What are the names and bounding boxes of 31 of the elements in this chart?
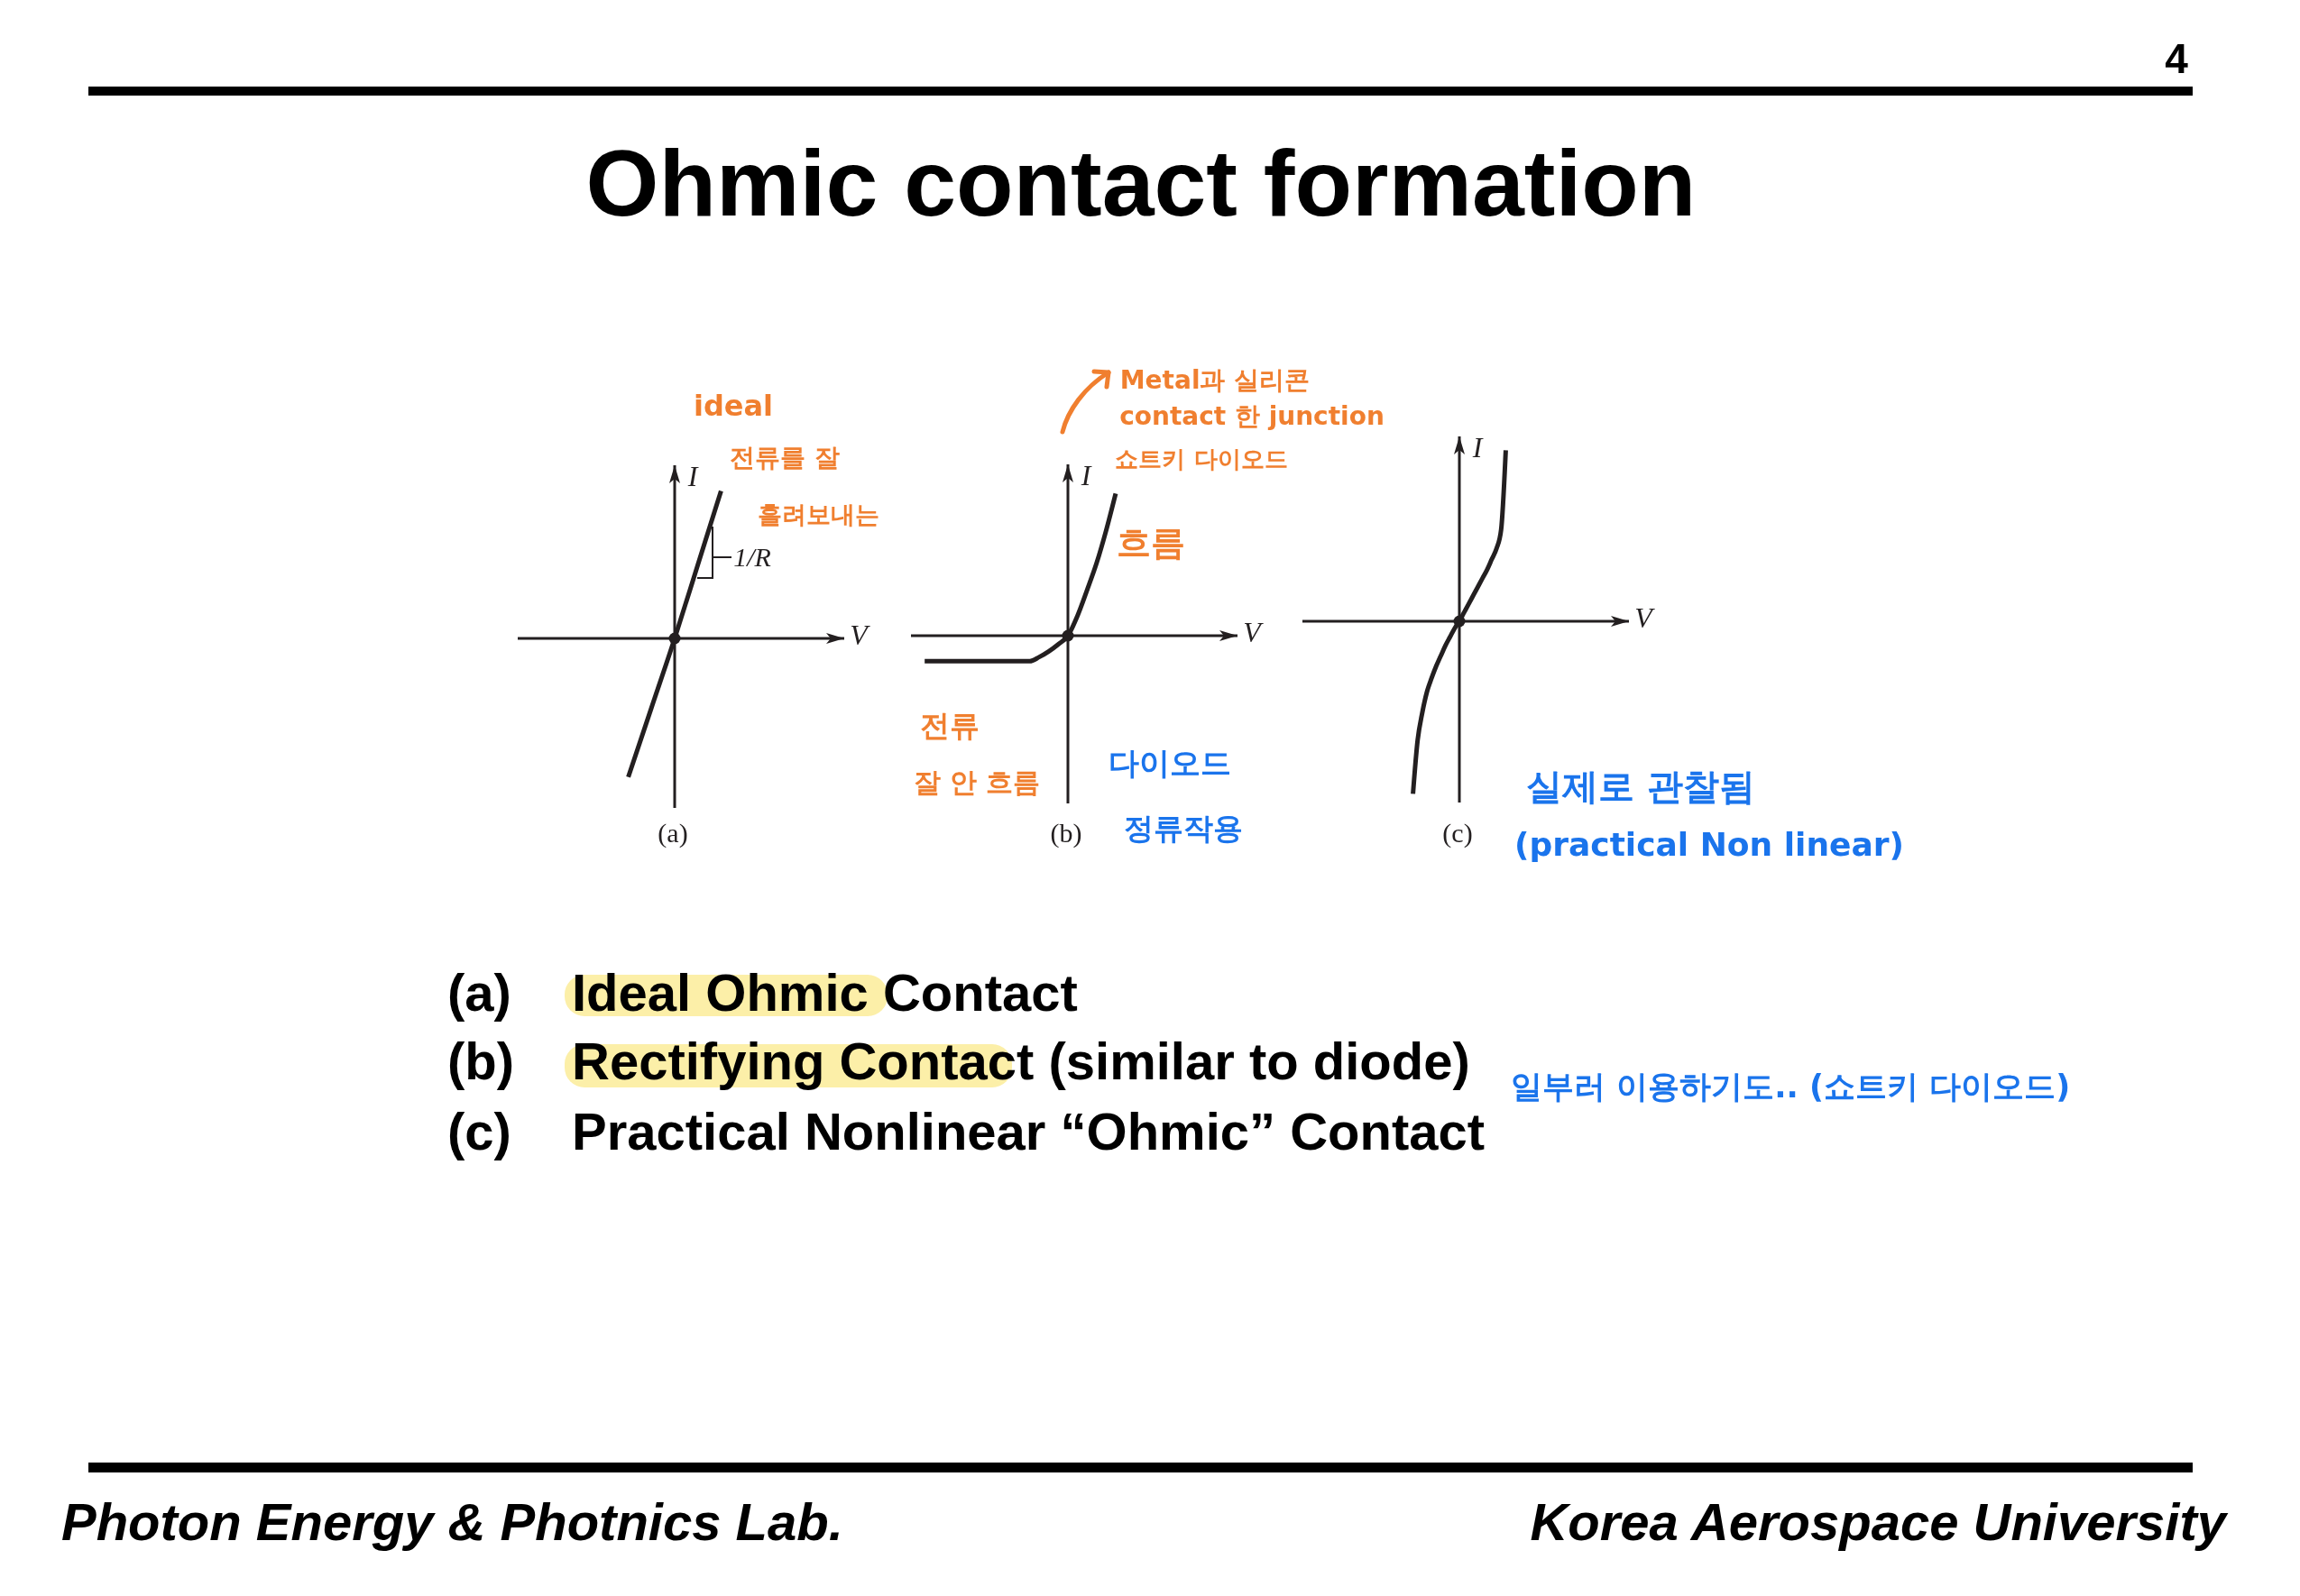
text: Practical Nonlinear “Ohmic” Contact bbox=[572, 1102, 1486, 1160]
text: 4 bbox=[2165, 35, 2188, 82]
text: Ideal Ohmic Contact bbox=[572, 963, 1078, 1022]
text: 일부러 이용하기도.. (쇼트키 다이오드) bbox=[1511, 1068, 2071, 1105]
text: Photon Energy & Photnics Lab. bbox=[61, 1492, 843, 1551]
text: (c) bbox=[1442, 818, 1473, 848]
text: 전류 bbox=[920, 707, 980, 743]
text: (practical Non linear) bbox=[1514, 826, 1904, 863]
annotation: 흘려보내는 bbox=[757, 500, 879, 528]
text: Korea Aerospace University bbox=[1530, 1492, 2226, 1551]
text: (b) bbox=[1050, 818, 1082, 848]
text: (c) bbox=[447, 1102, 511, 1160]
text: (a) bbox=[658, 818, 688, 848]
y-axis-title: I bbox=[687, 460, 698, 492]
y-axis-title: I bbox=[1472, 431, 1483, 463]
text: 정류작용 bbox=[1124, 810, 1243, 846]
annotation: 1/R bbox=[733, 542, 771, 572]
text: contact 한 junction bbox=[1119, 401, 1385, 431]
text: (b) bbox=[447, 1032, 515, 1090]
y-axis-title: I bbox=[1081, 459, 1091, 491]
text: 잘 안 흐름 bbox=[913, 766, 1041, 798]
annotation: 실제로 관찰됨 bbox=[1526, 766, 1755, 807]
text: (a) bbox=[447, 963, 511, 1022]
text: 쇼트키 다이오드 bbox=[1115, 445, 1288, 472]
annotation: 흐름 bbox=[1117, 523, 1185, 563]
text: Rectifying Contact (similar to diode) bbox=[572, 1032, 1470, 1090]
text: 전류를 잘 bbox=[730, 443, 840, 472]
text: 다이오드 bbox=[1109, 745, 1231, 781]
text: Ohmic contact formation bbox=[585, 131, 1697, 235]
text: Metal과 실리콘 bbox=[1119, 365, 1311, 395]
text: ideal bbox=[693, 389, 774, 423]
